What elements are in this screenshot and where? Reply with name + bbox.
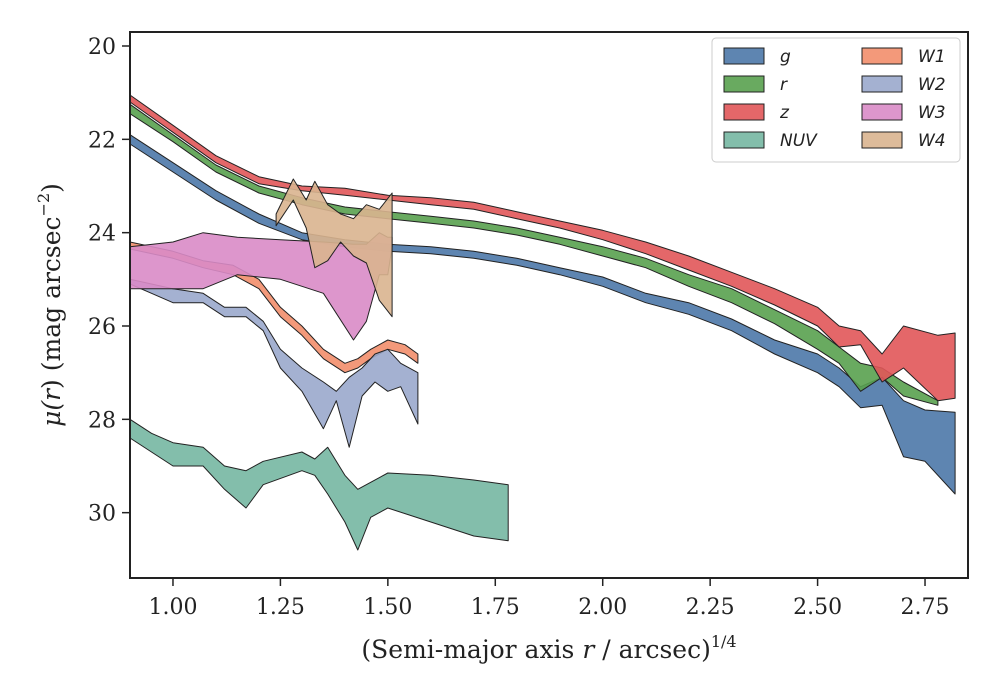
- legend-label-r: r: [780, 75, 788, 95]
- legend: grz NUV W1 W2 W3 W4: [711, 37, 961, 163]
- legend-swatch-w4: [861, 131, 903, 149]
- legend-frame: [711, 37, 961, 163]
- y-axis-label-close: ): [37, 183, 66, 193]
- legend-swatch-w2: [861, 75, 903, 93]
- x-axis-ticks: 1.00 1.25 1.50 1.75 2.00 2.25 2.50 2.75: [148, 578, 950, 620]
- series-band-nuv: [129, 418, 509, 551]
- series-band-r: [129, 103, 939, 406]
- x-tick-label: 2.75: [901, 595, 950, 620]
- series-areas: [129, 94, 956, 551]
- legend-label-w3: W3: [918, 103, 946, 123]
- series-band-w1: [129, 241, 419, 374]
- y-axis-label-mu: μ(: [37, 400, 66, 427]
- y-axis-label: μ(r) (mag arcsec−2): [34, 183, 66, 427]
- x-tick-label: 2.25: [686, 595, 735, 620]
- legend-label-w2: W2: [918, 75, 946, 95]
- series-band-g: [129, 134, 956, 495]
- legend-swatch-r: [723, 75, 765, 93]
- legend-swatch-z: [723, 103, 765, 121]
- y-axis-label-var: r: [37, 387, 66, 401]
- y-tick-label: 24: [88, 222, 116, 247]
- legend-label-w4: W4: [918, 131, 946, 151]
- y-axis-label-rest: ) (mag arcsec: [37, 216, 66, 389]
- x-axis-label: (Semi-major axis r / arcsec)1/4: [361, 632, 736, 664]
- x-tick-label: 1.75: [471, 595, 520, 620]
- x-axis-label-mid: / arcsec): [594, 635, 711, 664]
- legend-label-nuv: NUV: [780, 131, 818, 151]
- y-axis-label-sup: −2: [34, 193, 53, 217]
- x-axis-label-sup: 1/4: [711, 632, 737, 651]
- legend-swatch-g: [723, 47, 765, 65]
- x-tick-label: 1.00: [148, 595, 197, 620]
- legend-label-g: g: [780, 47, 791, 67]
- series-band-z: [129, 94, 956, 402]
- legend-swatch-w3: [861, 103, 903, 121]
- y-tick-label: 20: [88, 35, 116, 60]
- x-tick-label: 2.50: [793, 595, 842, 620]
- y-tick-label: 30: [88, 502, 116, 527]
- x-axis-label-prefix: (Semi-major axis: [361, 635, 582, 664]
- legend-label-w1: W1: [918, 47, 946, 67]
- x-tick-label: 1.50: [363, 595, 412, 620]
- y-axis-ticks: 20 22 24 26 28 30: [88, 35, 130, 527]
- x-tick-label: 1.25: [256, 595, 305, 620]
- y-tick-label: 22: [88, 128, 116, 153]
- y-tick-label: 26: [88, 315, 116, 340]
- x-axis-label-var: r: [582, 635, 596, 664]
- legend-swatch-nuv: [723, 131, 765, 149]
- series-band-w2: [129, 278, 419, 448]
- legend-label-z: z: [779, 103, 790, 123]
- x-tick-label: 2.00: [578, 595, 627, 620]
- plot-frame: [129, 31, 969, 579]
- series-band-w4: [275, 178, 393, 318]
- y-tick-label: 28: [88, 408, 116, 433]
- legend-swatch-w1: [861, 47, 903, 65]
